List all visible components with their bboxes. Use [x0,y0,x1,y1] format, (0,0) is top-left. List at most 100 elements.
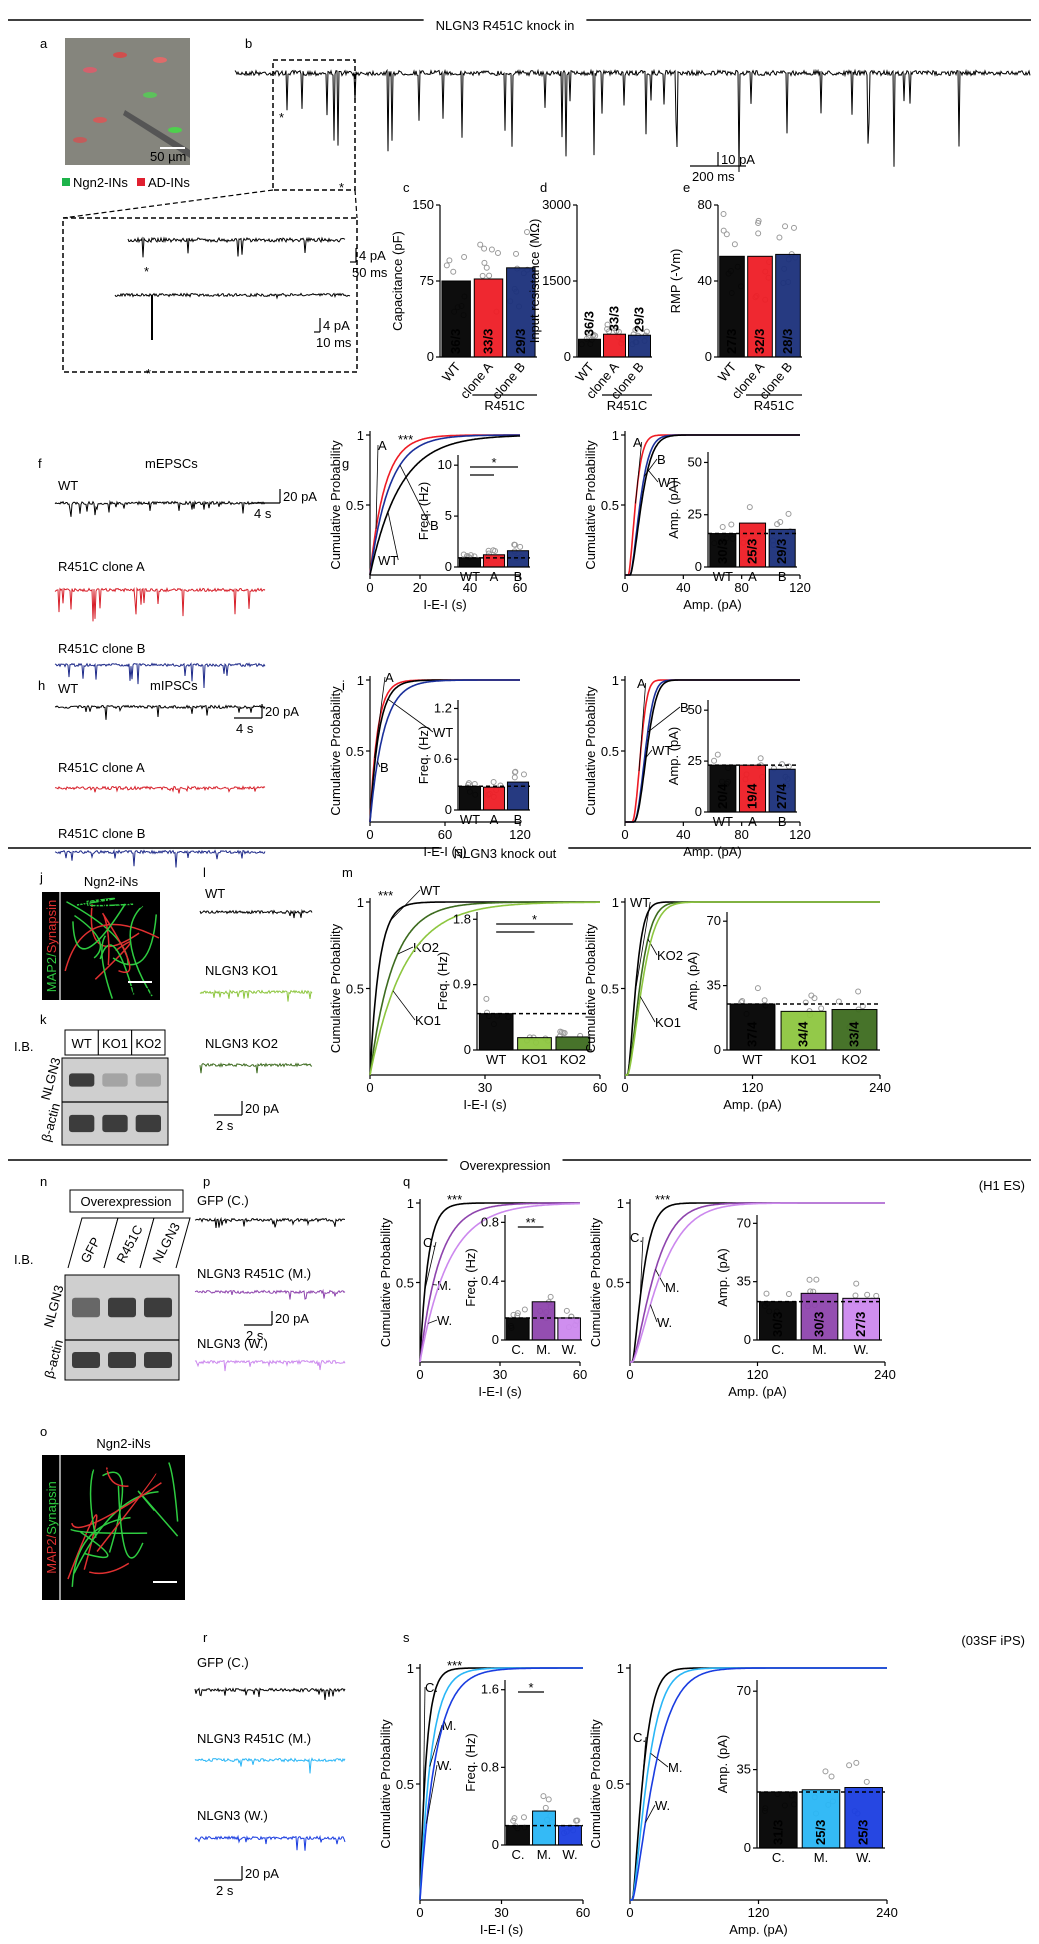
y-tick-label: 0.5 [346,744,364,759]
band [72,1297,100,1318]
y-tick-label: 1 [357,428,364,443]
cell [83,67,97,73]
x-tick-label: 0 [621,1080,628,1095]
panel-letter: q [403,1174,410,1189]
trace-label: NLGN3 (W.) [197,1336,268,1351]
y-tick-label: 0.5 [601,982,619,997]
cell [153,57,167,63]
bar [759,1791,798,1849]
data-dot [477,241,484,248]
n-label: 37/4 [745,1021,760,1047]
data-dot [574,1817,581,1824]
x-tick-label: A [490,569,499,584]
cell [113,52,127,58]
y-tick-label: 0.5 [606,1276,624,1291]
x-tick-label: 0 [366,580,373,595]
y-tick-label: 70 [737,1215,751,1230]
row-label: β-actin [38,1101,63,1143]
y-tick-label: 1 [407,1196,414,1211]
panel-title: mEPSCs [145,456,198,471]
y-tick-label: 10 [438,457,452,472]
neurite [117,1485,144,1559]
y-tick-label: 0 [695,804,702,819]
neurite [112,914,158,966]
data-dot [589,332,596,339]
row-label: NLGN3 [38,1056,64,1102]
trace [54,586,266,622]
zoom-inset [62,217,358,373]
x-tick-label: 0 [366,1080,373,1095]
data-dot [864,1291,871,1298]
trace-label: GFP (C.) [197,1655,249,1670]
image-label: NGNL3 OE [91,1459,157,1474]
leader-line [392,990,416,1021]
y-tick-label: 35 [707,978,721,993]
bar [473,278,504,358]
panel-letter: c [403,180,410,195]
x-axis-label: Amp. (pA) [723,1097,782,1112]
cdf-curve [419,1202,580,1363]
data-dot [873,1292,880,1299]
curve-label: A [385,670,394,685]
scale-label: 10 ms [316,335,352,350]
x-tick-label: 120 [747,1367,769,1382]
data-dot [720,227,727,234]
y-tick-label: 1.2 [434,700,452,715]
bar [738,764,767,813]
y-tick-label: 0.9 [453,977,471,992]
y-axis-label: Amp. (pA) [715,1248,730,1307]
band [69,1114,95,1133]
scale-label: 200 ms [692,169,735,184]
leader-line [647,469,659,483]
trace-label: NLGN3 (W.) [197,1808,268,1823]
curve-label: W. [657,1315,672,1330]
data-dot [818,1005,825,1012]
y-tick-label: 0.8 [481,1214,499,1229]
data-dot [450,268,457,275]
data-dot [806,1276,813,1283]
x-tick-label: 30 [494,1905,508,1920]
x-axis-label: Amp. (pA) [683,597,742,612]
trace-label: WT [58,681,78,696]
x-tick-label: 240 [876,1905,898,1920]
panel-letter: l [203,865,206,880]
bar [768,528,796,568]
x-tick-label: 120 [509,827,531,842]
neurite [137,1490,179,1537]
significance-label: * [528,1680,533,1695]
bar [747,255,773,358]
n-label: 30/3 [770,1312,785,1337]
y-axis-label: Cumulative Probability [583,923,598,1053]
leader-line [647,706,681,733]
band [102,1073,128,1087]
x-tick-label: KO2 [841,1052,867,1067]
y-tick-label: 1500 [542,273,571,288]
x-axis-label: Amp. (pA) [683,844,742,859]
data-dot [835,998,842,1005]
data-dot [517,543,524,550]
y-tick-label: 0 [564,349,571,364]
cdf-curve [625,679,800,823]
trace-label: R451C clone A [58,559,145,574]
data-dot [757,755,764,762]
ib-label: I.B. [14,1252,34,1267]
cell-line-label: (H1 ES) [979,1178,1025,1193]
leader-line [639,996,656,1023]
curve-label: B [430,518,439,533]
x-tick-label: 30 [478,1080,492,1095]
neurite [89,1469,97,1538]
y-tick-label: 1 [612,895,619,910]
y-axis-label: RMP (-Vm) [668,249,683,314]
data-dot [777,519,784,526]
data-dot [802,999,809,1006]
curve-label: WT [378,553,398,568]
event-marker: * [146,366,151,381]
x-tick-label: B [514,569,523,584]
legend-label: Ngn2-INs [73,175,128,190]
y-tick-label: 0 [695,559,702,574]
cdf-curve [369,435,521,576]
x-tick-label: 0 [621,827,628,842]
data-dot [755,230,762,237]
bar [628,334,651,358]
curve-label: W. [437,1758,452,1773]
